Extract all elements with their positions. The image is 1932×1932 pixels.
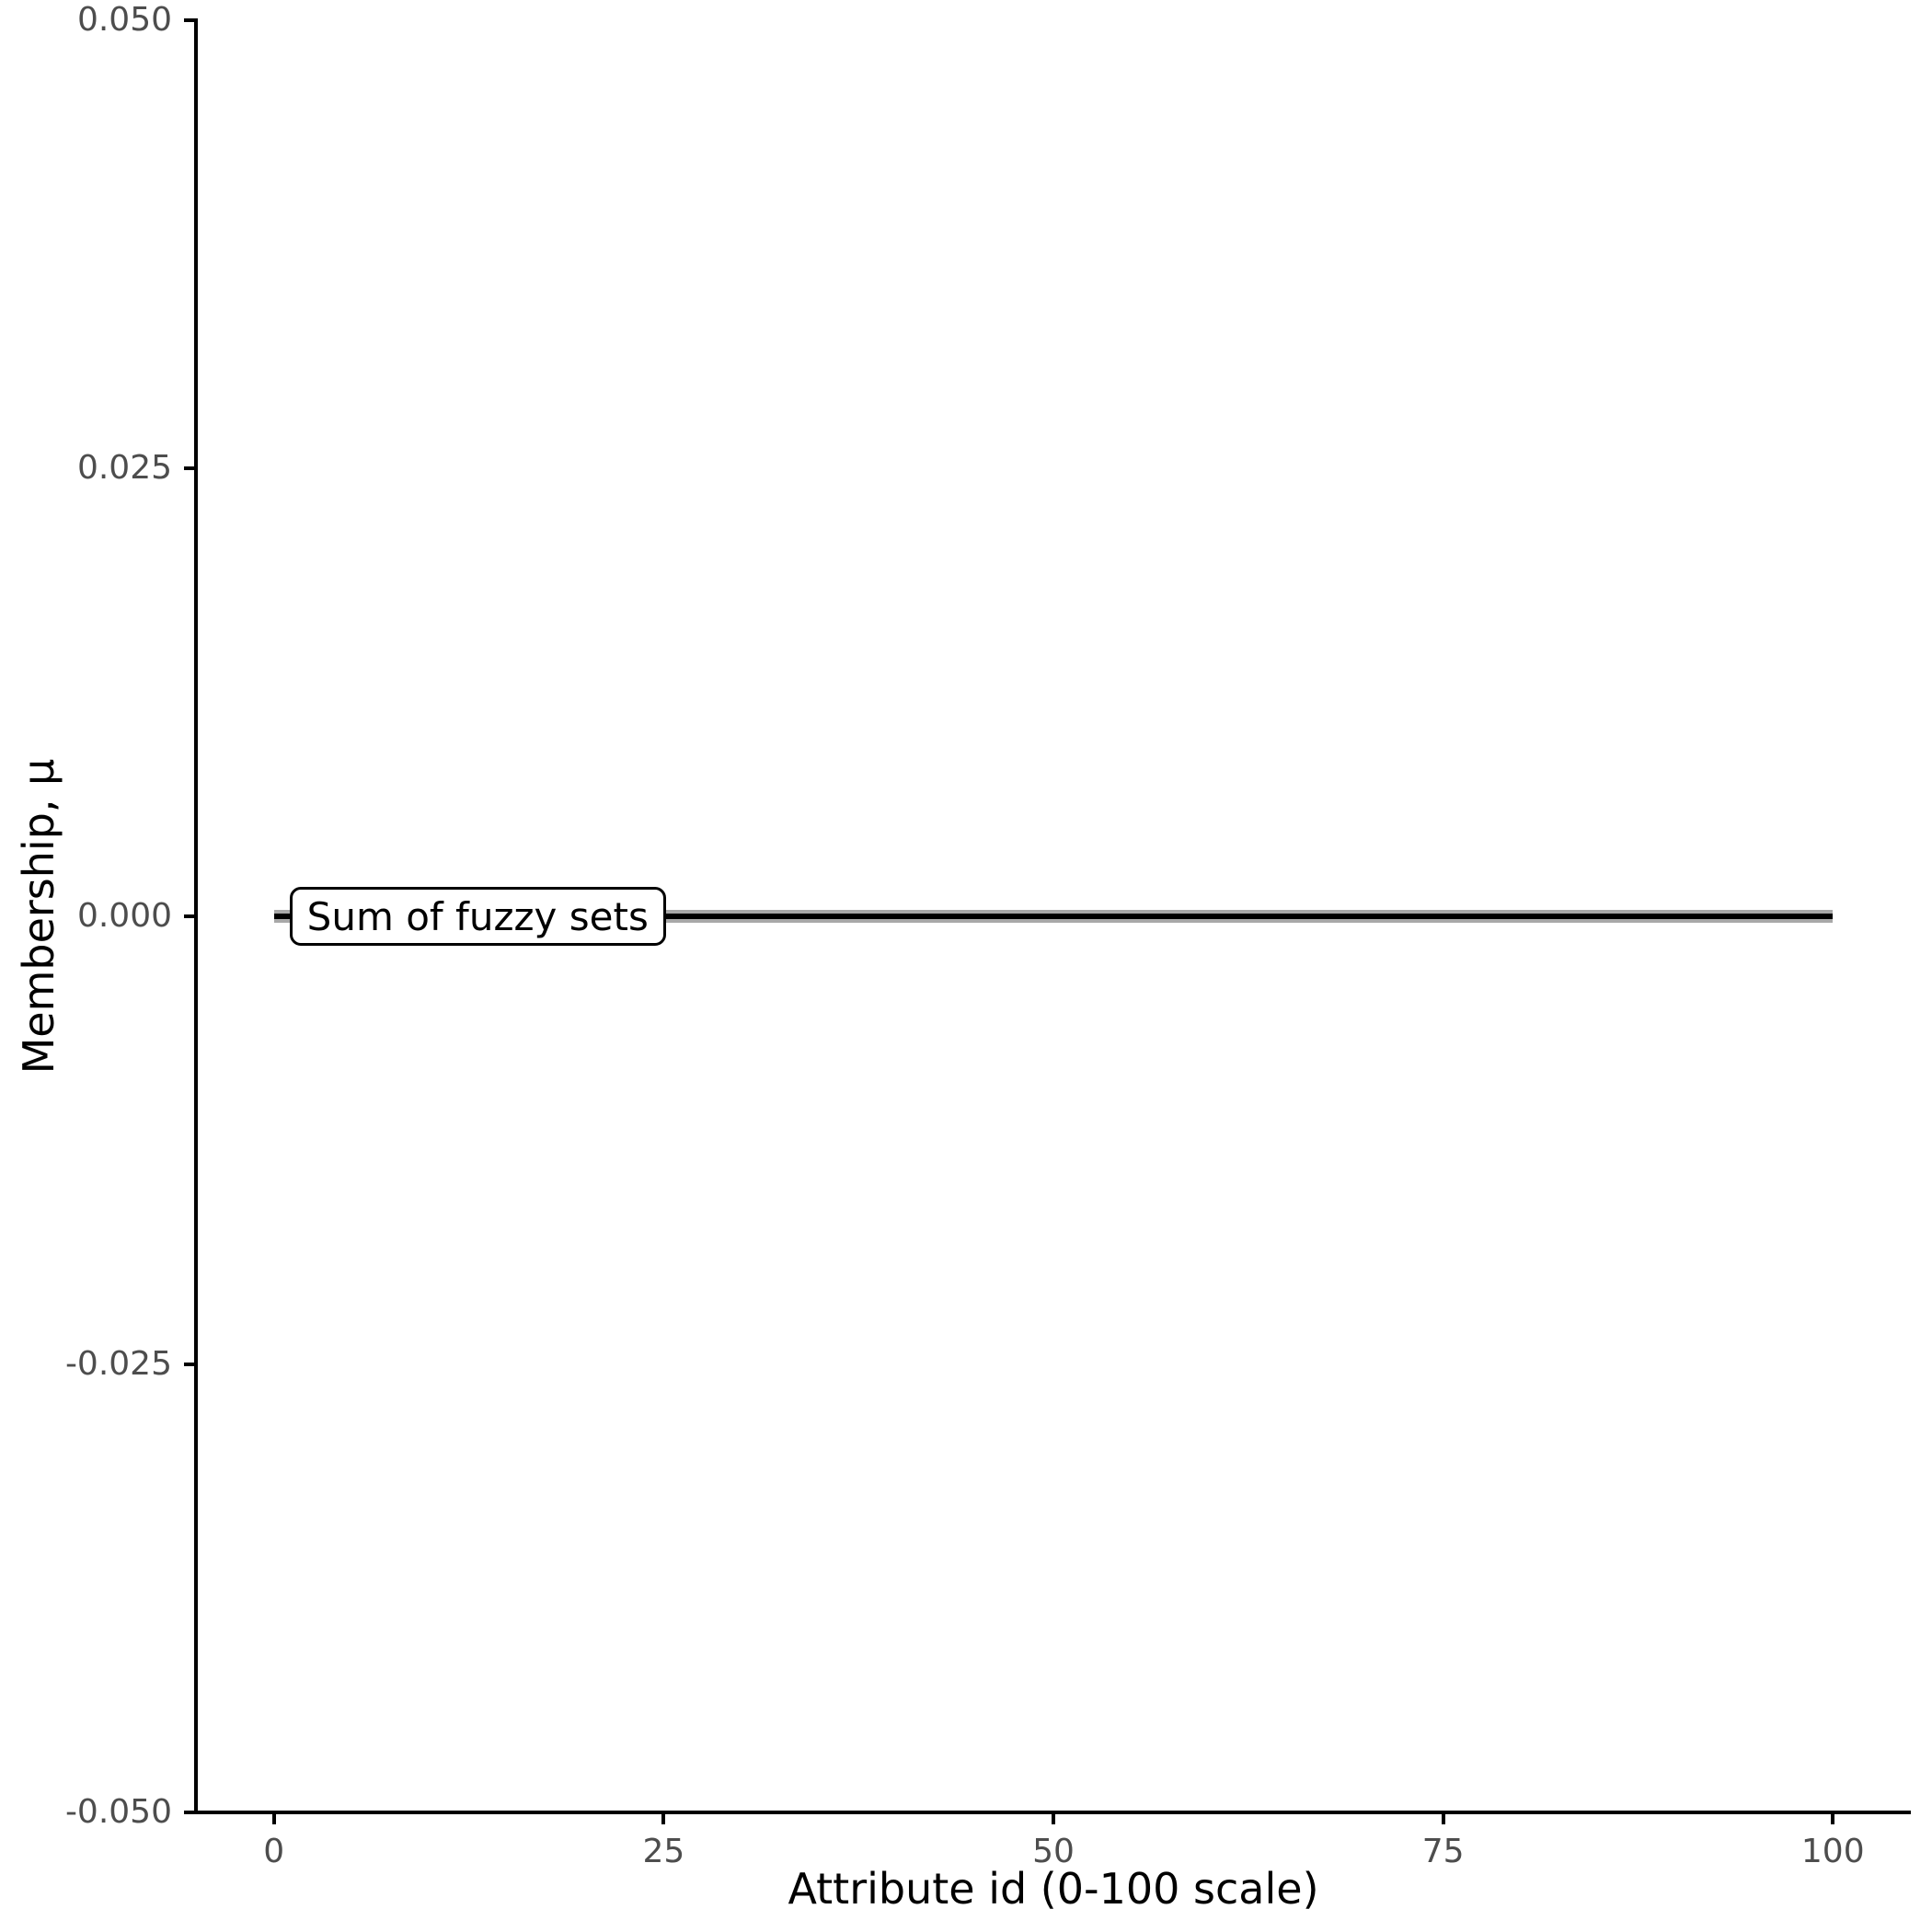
- y-tick-label: 0.050: [76, 1, 172, 39]
- x-tick-mark: [1831, 1812, 1835, 1824]
- sum-label-box: Sum of fuzzy sets: [289, 887, 666, 946]
- y-tick-mark: [184, 1811, 196, 1814]
- sum-line: [273, 914, 1834, 919]
- y-tick-label: 0.000: [76, 897, 172, 935]
- y-tick-label: -0.050: [64, 1793, 172, 1831]
- x-tick-mark: [1441, 1812, 1445, 1824]
- sum-label-text: Sum of fuzzy sets: [306, 893, 649, 939]
- y-tick-mark: [184, 914, 196, 918]
- y-tick-label: 0.025: [76, 449, 172, 487]
- x-tick-mark: [1052, 1812, 1055, 1824]
- y-tick-label: -0.025: [64, 1345, 172, 1383]
- x-tick-label: 100: [1800, 1833, 1865, 1870]
- x-axis-title: Attribute id (0-100 scale): [788, 1864, 1319, 1914]
- y-axis-title: Membership, μ: [14, 758, 63, 1075]
- x-tick-label: 50: [1032, 1833, 1075, 1870]
- y-tick-mark: [184, 1363, 196, 1366]
- x-tick-mark: [661, 1812, 666, 1824]
- x-tick-label: 25: [642, 1833, 685, 1870]
- x-tick-label: 0: [263, 1833, 285, 1870]
- y-tick-mark: [184, 18, 196, 22]
- y-tick-mark: [184, 466, 196, 470]
- x-tick-label: 75: [1421, 1833, 1465, 1870]
- x-tick-mark: [271, 1812, 276, 1824]
- y-axis-line: [194, 18, 198, 1814]
